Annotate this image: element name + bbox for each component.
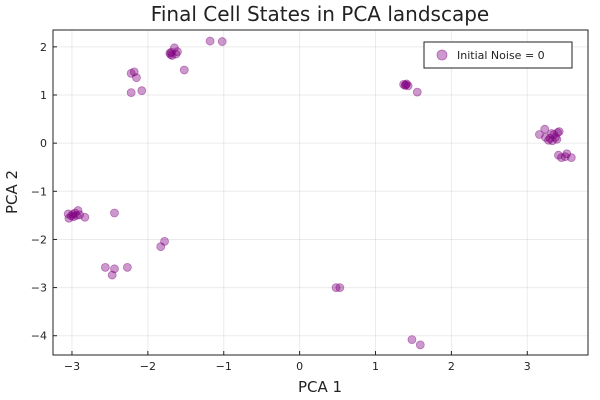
data-point bbox=[535, 130, 544, 139]
data-point bbox=[552, 134, 562, 144]
data-point bbox=[545, 133, 555, 143]
data-point bbox=[217, 37, 227, 46]
data-point bbox=[75, 210, 84, 220]
data-point bbox=[547, 136, 557, 146]
data-point bbox=[63, 209, 73, 219]
data-point bbox=[554, 150, 563, 160]
data-point bbox=[547, 129, 556, 138]
y-tick-label: −1 bbox=[31, 185, 47, 198]
axis-ticks: −3 −2 −1 0 1 2 3 −4 −3 −2 −1 0 1 2 bbox=[31, 41, 531, 373]
data-point bbox=[66, 211, 76, 221]
y-tick-label: −2 bbox=[31, 233, 47, 246]
data-point bbox=[544, 135, 553, 145]
data-point bbox=[132, 73, 141, 83]
data-point bbox=[156, 242, 166, 252]
data-point bbox=[412, 87, 422, 97]
data-point bbox=[171, 49, 181, 59]
grid bbox=[53, 30, 588, 355]
data-point bbox=[80, 212, 90, 222]
data-point bbox=[540, 124, 550, 134]
data-point bbox=[399, 80, 408, 89]
data-point bbox=[68, 210, 78, 219]
data-point bbox=[64, 213, 74, 223]
y-tick-label: 0 bbox=[40, 137, 47, 150]
y-tick-label: 2 bbox=[40, 41, 47, 54]
data-point bbox=[179, 65, 189, 75]
data-point bbox=[402, 79, 412, 89]
x-tick-label: 3 bbox=[524, 360, 531, 373]
data-point bbox=[400, 80, 410, 90]
data-point bbox=[415, 340, 425, 350]
x-tick-label: 1 bbox=[372, 360, 379, 373]
legend-marker bbox=[436, 49, 448, 61]
data-point bbox=[401, 80, 411, 90]
data-point bbox=[129, 67, 139, 77]
data-point bbox=[550, 132, 560, 142]
data-point bbox=[73, 206, 83, 215]
plot-area-frame bbox=[52, 29, 589, 356]
data-point bbox=[170, 43, 179, 53]
x-tick-label: −1 bbox=[216, 360, 232, 373]
chart-title: Final Cell States in PCA landscape bbox=[151, 2, 489, 26]
data-point bbox=[166, 47, 176, 57]
data-point bbox=[173, 47, 182, 57]
data-point bbox=[166, 50, 176, 59]
x-tick-label: 0 bbox=[296, 360, 303, 373]
data-point bbox=[331, 283, 341, 292]
x-tick-label: 2 bbox=[448, 360, 455, 373]
data-point bbox=[72, 210, 81, 220]
data-point bbox=[126, 68, 136, 78]
y-tick-label: −4 bbox=[31, 330, 47, 343]
data-point bbox=[407, 335, 417, 344]
data-points bbox=[63, 36, 576, 350]
y-tick-label: −3 bbox=[31, 282, 47, 295]
data-point bbox=[335, 283, 345, 292]
data-point bbox=[137, 86, 147, 96]
data-point bbox=[126, 88, 136, 97]
legend: Initial Noise = 0 bbox=[423, 41, 573, 69]
data-point bbox=[69, 212, 78, 222]
data-point bbox=[110, 208, 119, 218]
data-point bbox=[562, 149, 572, 159]
data-point bbox=[403, 81, 413, 91]
data-point bbox=[566, 153, 576, 162]
data-point bbox=[70, 208, 80, 218]
data-point bbox=[205, 36, 215, 46]
data-point bbox=[560, 152, 570, 162]
data-point bbox=[110, 264, 119, 274]
data-point bbox=[165, 48, 175, 58]
x-axis-label: PCA 1 bbox=[298, 378, 342, 396]
data-point bbox=[554, 127, 564, 136]
data-point bbox=[549, 130, 559, 139]
y-tick-label: 1 bbox=[40, 89, 47, 102]
data-point bbox=[553, 128, 563, 137]
legend-box bbox=[423, 41, 573, 69]
data-point bbox=[557, 153, 566, 162]
data-point bbox=[541, 132, 550, 142]
data-point bbox=[100, 262, 110, 272]
data-point bbox=[122, 262, 132, 272]
data-point bbox=[167, 51, 177, 60]
legend-label: Initial Noise = 0 bbox=[457, 49, 545, 62]
x-tick-label: −3 bbox=[64, 360, 80, 373]
x-tick-label: −2 bbox=[140, 360, 156, 373]
data-point bbox=[107, 270, 117, 280]
y-axis-label: PCA 2 bbox=[3, 170, 21, 214]
data-point bbox=[160, 236, 169, 246]
